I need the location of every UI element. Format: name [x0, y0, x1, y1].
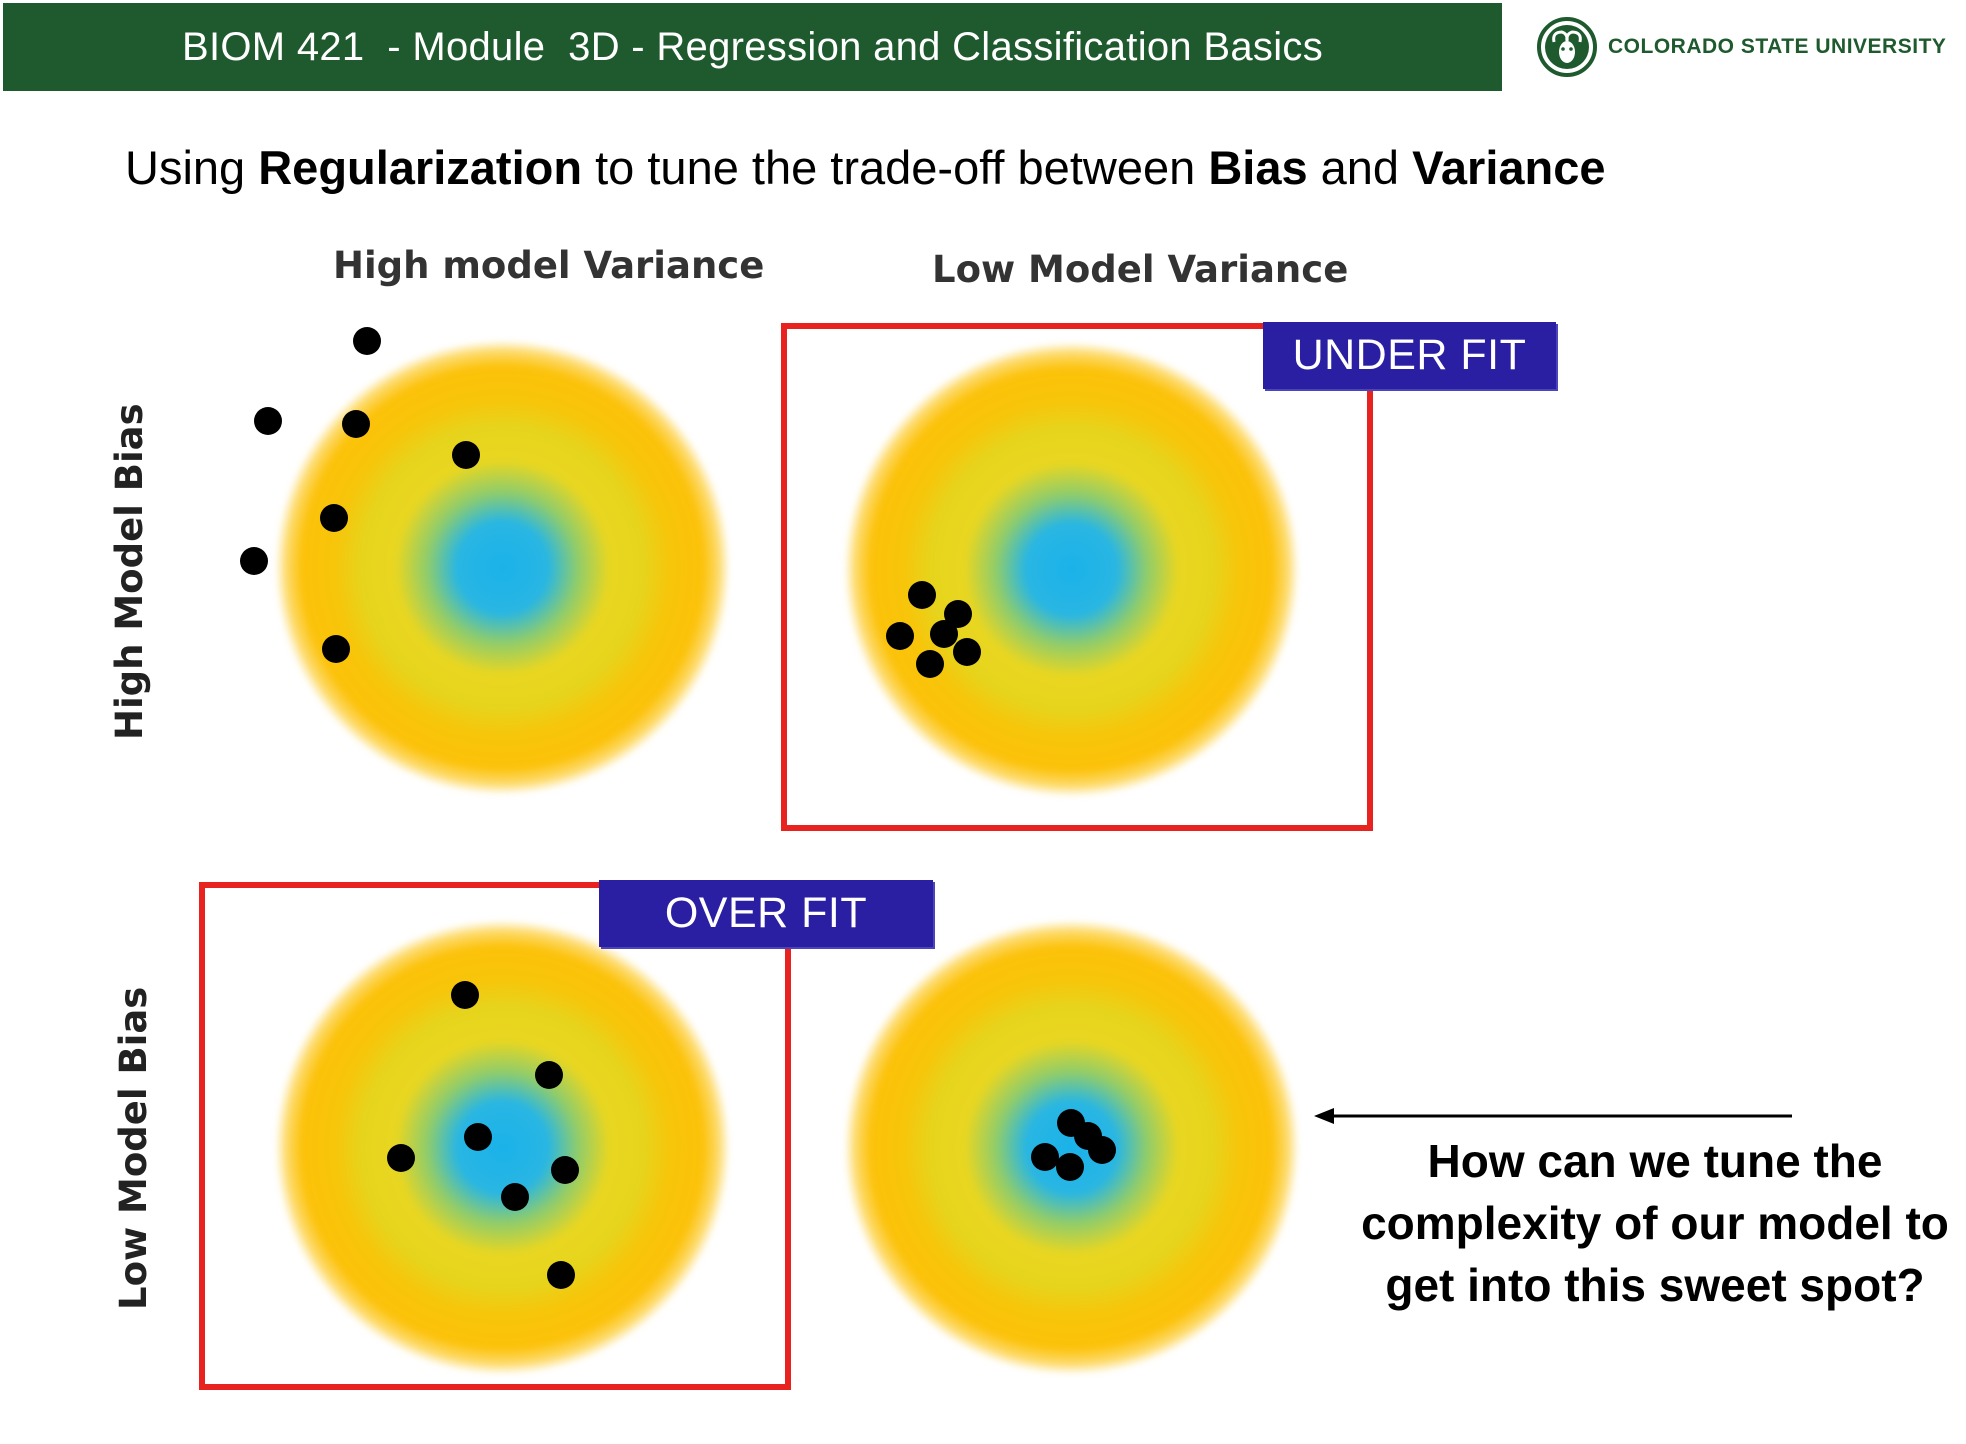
data-point	[322, 635, 350, 663]
column-label-low-variance: Low Model Variance	[932, 248, 1349, 291]
data-point	[930, 620, 958, 648]
under-fit-frame	[781, 323, 1373, 831]
headline-variance: Variance	[1412, 141, 1606, 194]
headline-text-1: Using	[125, 141, 259, 194]
data-point	[886, 622, 914, 650]
row-label-low-bias: Low Model Bias	[112, 986, 155, 1310]
bullseye-target	[275, 920, 730, 1375]
slide-header-title: BIOM 421 - Module 3D - Regression and Cl…	[182, 24, 1323, 69]
data-point	[1031, 1143, 1059, 1171]
data-point	[1056, 1153, 1084, 1181]
arrow-left-icon	[1314, 1108, 1792, 1124]
university-logo: COLORADO STATE UNIVERSITY	[1536, 14, 1946, 80]
data-point	[535, 1061, 563, 1089]
data-point	[464, 1123, 492, 1151]
ram-icon	[1537, 17, 1597, 77]
headline-regularization: Regularization	[258, 141, 583, 194]
under-fit-badge: UNDER FIT	[1263, 322, 1556, 389]
row-label-high-bias: High Model Bias	[108, 403, 151, 740]
data-point	[452, 441, 480, 469]
slide-headline: Using Regularization to tune the trade-o…	[125, 140, 1606, 195]
data-point	[320, 504, 348, 532]
headline-text-3: and	[1307, 141, 1413, 194]
data-point	[501, 1183, 529, 1211]
data-point	[916, 650, 944, 678]
data-point	[254, 407, 282, 435]
data-point	[953, 638, 981, 666]
column-label-high-variance: High model Variance	[333, 244, 765, 287]
bullseye-target	[844, 920, 1299, 1375]
over-fit-badge: OVER FIT	[599, 880, 933, 947]
logo-text: COLORADO STATE UNIVERSITY	[1608, 35, 1947, 58]
headline-bias: Bias	[1208, 141, 1308, 194]
data-point	[908, 581, 936, 609]
header-bar: BIOM 421 - Module 3D - Regression and Cl…	[3, 3, 1502, 91]
data-point	[342, 410, 370, 438]
data-point	[451, 981, 479, 1009]
data-point	[387, 1144, 415, 1172]
over-fit-frame	[199, 882, 791, 1390]
data-point	[547, 1261, 575, 1289]
data-point	[1088, 1136, 1116, 1164]
data-point	[240, 547, 268, 575]
bullseye-target	[275, 340, 730, 795]
data-point	[551, 1156, 579, 1184]
data-point	[353, 327, 381, 355]
question-text: How can we tune the complexity of our mo…	[1361, 1135, 1949, 1311]
headline-text-2: to tune the trade-off between	[582, 141, 1209, 194]
bullseye-target	[844, 342, 1299, 797]
